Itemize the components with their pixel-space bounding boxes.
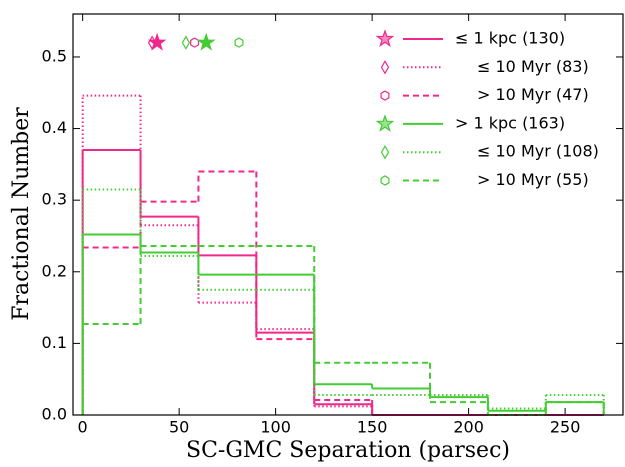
legend-marker [380,60,390,75]
legend-label: > 10 Myr (55) [477,170,589,189]
x-tick-label: 250 [550,418,581,437]
x-tick-label: 100 [260,418,291,437]
legend-label: ≤ 10 Myr (83) [477,57,589,76]
y-tick-label: 0.3 [42,190,67,209]
legend-marker [375,29,395,47]
series-marker [181,35,191,50]
legend-label: ≤ 1 kpc (130) [455,29,565,48]
plot-frame [72,13,624,416]
series [81,245,605,416]
x-tick-label: 200 [453,418,484,437]
legend-label: > 1 kpc (163) [455,113,565,132]
x-tick-label: 150 [357,418,388,437]
series [81,170,604,416]
series-marker [234,37,244,48]
series-marker [196,32,216,51]
series-marker [147,32,167,51]
legend-label: ≤ 10 Myr (108) [477,142,599,161]
x-tick-label: 50 [169,418,189,437]
x-tick-label: 0 [78,418,88,437]
y-tick-label: 0.4 [42,118,67,137]
x-axis-label: SC-GMC Separation (parsec) [186,438,510,463]
y-tick-label: 0.1 [42,333,67,352]
y-tick-label: 0.2 [42,261,67,280]
legend-marker [375,114,395,132]
y-axis-label: Fractional Number [9,107,34,321]
legend-marker [380,90,390,101]
series [81,233,605,415]
legend-marker [380,145,390,160]
legend-marker [380,175,390,186]
series-marker [147,35,157,50]
legend-label: > 10 Myr (47) [477,85,589,104]
series [81,188,605,415]
series-marker [190,37,200,48]
y-tick-label: 0.0 [42,405,67,424]
y-tick-label: 0.5 [42,46,67,65]
series [81,149,604,416]
